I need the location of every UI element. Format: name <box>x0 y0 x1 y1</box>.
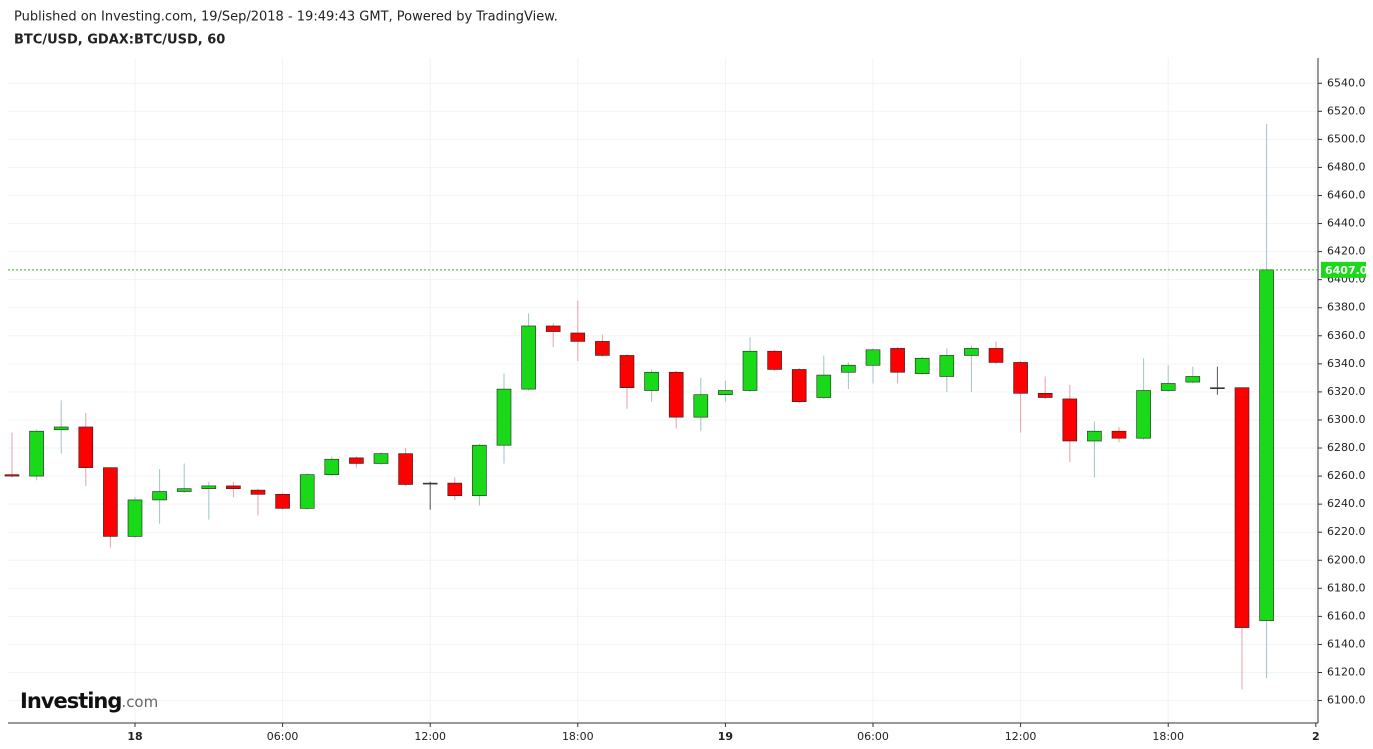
candle-body <box>595 341 610 356</box>
y-tick-label: 6320.0 <box>1327 385 1366 398</box>
y-tick-label: 6220.0 <box>1327 525 1366 538</box>
candle-body <box>1210 387 1225 389</box>
candle-body <box>521 325 536 390</box>
y-tick-label: 6140.0 <box>1327 637 1366 650</box>
candle-body <box>152 491 167 501</box>
y-tick-label: 6360.0 <box>1327 329 1366 342</box>
x-tick-label: 12:00 <box>414 730 446 743</box>
candle-body <box>4 474 20 477</box>
candle-body <box>816 374 832 398</box>
candle-body <box>964 348 979 356</box>
y-tick-label: 6540.0 <box>1327 76 1366 89</box>
candle-body <box>29 430 44 477</box>
candle-body <box>791 369 807 403</box>
y-tick-label: 6480.0 <box>1327 160 1366 173</box>
x-tick-label: 18 <box>127 730 142 743</box>
candle-body <box>447 482 463 497</box>
candle-body <box>275 494 290 509</box>
candle-body <box>914 357 930 374</box>
candle-body <box>496 388 512 446</box>
candle-body <box>1160 383 1176 391</box>
candle-body <box>53 426 69 431</box>
y-tick-label: 6440.0 <box>1327 217 1366 230</box>
y-tick-label: 6380.0 <box>1327 301 1366 314</box>
candle-body <box>1037 393 1053 398</box>
x-tick-label: 06:00 <box>857 730 889 743</box>
candle-body <box>349 457 364 464</box>
y-tick-label: 6460.0 <box>1327 188 1366 201</box>
candle-body <box>1013 362 1028 394</box>
last-price-badge <box>1321 261 1366 278</box>
x-tick-label: 06:00 <box>267 730 299 743</box>
y-tick-label: 6180.0 <box>1327 581 1366 594</box>
candle-body <box>176 488 192 492</box>
candle-body <box>78 426 94 468</box>
candle-body <box>668 371 684 418</box>
candle-body <box>1185 376 1201 383</box>
candle-body <box>324 458 340 475</box>
y-tick-label: 6120.0 <box>1327 665 1366 678</box>
candle-body <box>742 350 758 391</box>
candle-body <box>939 355 955 377</box>
candle-body <box>472 444 487 497</box>
candle-body <box>1136 390 1151 439</box>
y-tick-label: 6280.0 <box>1327 441 1366 454</box>
candle-body <box>398 453 413 485</box>
candle-body <box>250 489 266 495</box>
candle-body <box>865 349 881 366</box>
y-tick-label: 6160.0 <box>1327 609 1366 622</box>
y-tick-label: 6240.0 <box>1327 497 1366 510</box>
y-tick-label: 6340.0 <box>1327 357 1366 370</box>
candle-body <box>127 499 143 537</box>
candle-body <box>841 364 856 373</box>
candle-body <box>103 467 118 537</box>
candle-body <box>1259 269 1274 621</box>
logo: Investing.com <box>20 689 158 713</box>
candle-body <box>1087 430 1102 442</box>
y-tick-label: 6300.0 <box>1327 413 1366 426</box>
x-tick-label: 2 <box>1312 730 1320 743</box>
candle-body <box>201 485 217 490</box>
last-price-label: 6407.0 <box>1325 264 1368 277</box>
candle-body <box>1234 387 1250 628</box>
y-tick-label: 6520.0 <box>1327 104 1366 117</box>
candle-body <box>373 453 389 464</box>
candle-body <box>1062 398 1078 442</box>
y-tick-label: 6200.0 <box>1327 553 1366 566</box>
candle-body <box>890 348 905 373</box>
candle-body <box>988 348 1004 363</box>
candle-body <box>422 482 438 485</box>
candle-body <box>619 355 635 388</box>
symbol-title: BTC/USD, GDAX:BTC/USD, 60 <box>14 33 225 48</box>
candle-body <box>570 332 586 342</box>
candle-body <box>693 394 709 418</box>
candle-body <box>644 371 659 391</box>
x-tick-label: 12:00 <box>1005 730 1037 743</box>
y-tick-label: 6500.0 <box>1327 132 1366 145</box>
y-tick-label: 6100.0 <box>1327 694 1366 707</box>
candle-body <box>1111 430 1127 439</box>
candle-body <box>718 390 733 396</box>
y-tick-label: 6260.0 <box>1327 469 1366 482</box>
candle-body <box>767 350 782 370</box>
x-tick-label: 18:00 <box>562 730 594 743</box>
published-note: Published on Investing.com, 19/Sep/2018 … <box>14 10 558 25</box>
candle-body <box>226 485 241 490</box>
x-tick-label: 18:00 <box>1152 730 1184 743</box>
y-tick-label: 6420.0 <box>1327 245 1366 258</box>
x-tick-label: 19 <box>718 730 733 743</box>
candle-body <box>545 325 561 332</box>
candle-body <box>299 474 315 509</box>
